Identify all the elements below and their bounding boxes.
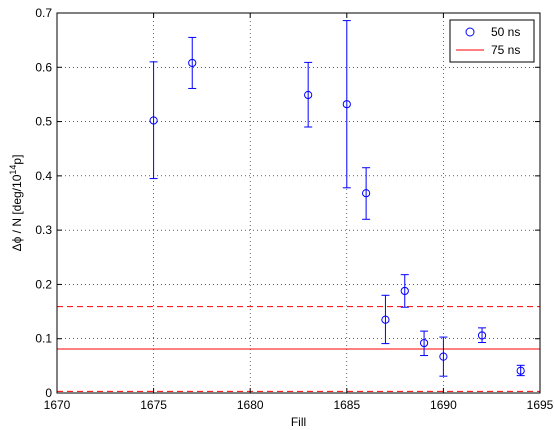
data-points-50ns bbox=[149, 20, 525, 377]
y-tick-label: 0.6 bbox=[35, 60, 52, 74]
y-axis-label-sup: 14 bbox=[8, 165, 18, 175]
data-point bbox=[149, 116, 158, 125]
y-axis-label-main: Δϕ / N [deg/10 bbox=[10, 174, 24, 251]
plot-frame bbox=[56, 12, 541, 394]
legend-label-50ns: 50 ns bbox=[491, 25, 520, 39]
x-tick-label: 1685 bbox=[333, 398, 360, 412]
y-tick-label: 0.3 bbox=[35, 223, 52, 237]
data-point bbox=[362, 189, 371, 198]
data-point bbox=[439, 352, 448, 361]
legend-box bbox=[449, 19, 535, 63]
y-tick-label: 0.5 bbox=[35, 115, 52, 129]
x-axis-label: Fill bbox=[291, 415, 306, 429]
reference-lines-75ns bbox=[57, 306, 540, 392]
data-point bbox=[516, 366, 525, 375]
x-tick-label: 1670 bbox=[44, 398, 71, 412]
y-axis-label-tail: p] bbox=[10, 155, 24, 165]
x-tick-label: 1680 bbox=[237, 398, 264, 412]
legend-marker-50ns bbox=[465, 27, 475, 37]
x-tick-label: 1675 bbox=[140, 398, 167, 412]
y-tick-label: 0 bbox=[45, 386, 52, 400]
y-tick-label: 0.4 bbox=[35, 169, 52, 183]
legend-label-75ns: 75 ns bbox=[491, 43, 520, 57]
data-point bbox=[400, 286, 409, 296]
axis-ticks: 1670 1675 1680 1685 1690 1695 0 0.1 0.2 0.3 0.4 0.5… bbox=[35, 6, 553, 412]
x-tick-label: 1690 bbox=[430, 398, 457, 412]
y-tick-label: 0.7 bbox=[35, 6, 52, 20]
legend: 50 ns 75 ns bbox=[449, 19, 535, 63]
data-point bbox=[304, 90, 313, 100]
y-tick-label: 0.1 bbox=[35, 332, 52, 346]
data-point bbox=[419, 338, 429, 348]
data-point bbox=[188, 58, 197, 68]
y-axis-label: Δϕ / N [deg/1014p] bbox=[8, 155, 24, 252]
y-tick-label: 0.2 bbox=[35, 277, 52, 291]
grid-lines bbox=[57, 13, 540, 393]
data-point bbox=[381, 315, 390, 324]
x-tick-label: 1695 bbox=[527, 398, 554, 412]
data-point bbox=[342, 100, 351, 109]
data-point bbox=[477, 331, 487, 340]
